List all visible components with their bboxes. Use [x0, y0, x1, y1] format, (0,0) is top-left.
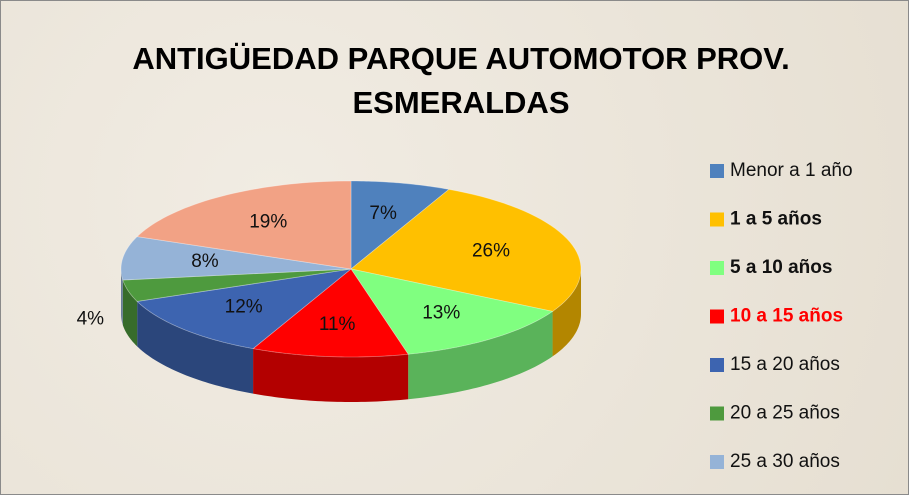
pie-slice	[122, 268, 352, 302]
legend-swatch	[710, 261, 724, 275]
pie-side	[122, 280, 138, 347]
data-label: 12%	[225, 297, 263, 318]
legend-swatch	[710, 358, 724, 372]
data-label: 4%	[77, 309, 105, 330]
data-label: 8%	[191, 251, 219, 272]
data-label: 7%	[369, 203, 397, 224]
legend-swatch	[710, 455, 724, 469]
pie-slice	[350, 180, 450, 270]
legend-label: Menor a 1 año	[730, 160, 853, 181]
legend-swatch	[710, 309, 724, 324]
legend-swatch	[710, 212, 724, 227]
legend-swatch	[710, 164, 724, 178]
legend-label: 5 a 10 años	[730, 257, 832, 278]
pie-slice	[350, 268, 554, 355]
pie-slice	[252, 268, 409, 358]
pie-side	[552, 269, 581, 357]
data-label: 13%	[422, 303, 460, 324]
data-label: 11%	[319, 314, 356, 335]
data-label: 26%	[472, 241, 510, 262]
pie-side	[408, 311, 553, 400]
legend-label: 10 a 15 años	[730, 306, 843, 327]
data-label: 19%	[249, 211, 287, 232]
chart-title: ANTIGÜEDAD PARQUE AUTOMOTOR PROV. ESMERA…	[132, 41, 790, 120]
pie-slice	[120, 236, 352, 281]
legend-label: 20 a 25 años	[730, 403, 840, 424]
pie-slice	[136, 180, 352, 270]
pie-slice	[350, 188, 582, 312]
legend-swatch	[710, 406, 724, 421]
pie-side	[137, 301, 254, 394]
legend-label: 1 a 5 años	[730, 209, 822, 230]
pie-side	[121, 269, 123, 326]
legend-label: 15 a 20 años	[730, 354, 840, 375]
legend-label: 25 a 30 años	[730, 451, 840, 472]
pie-slice	[136, 268, 353, 350]
pie-side	[253, 348, 409, 402]
